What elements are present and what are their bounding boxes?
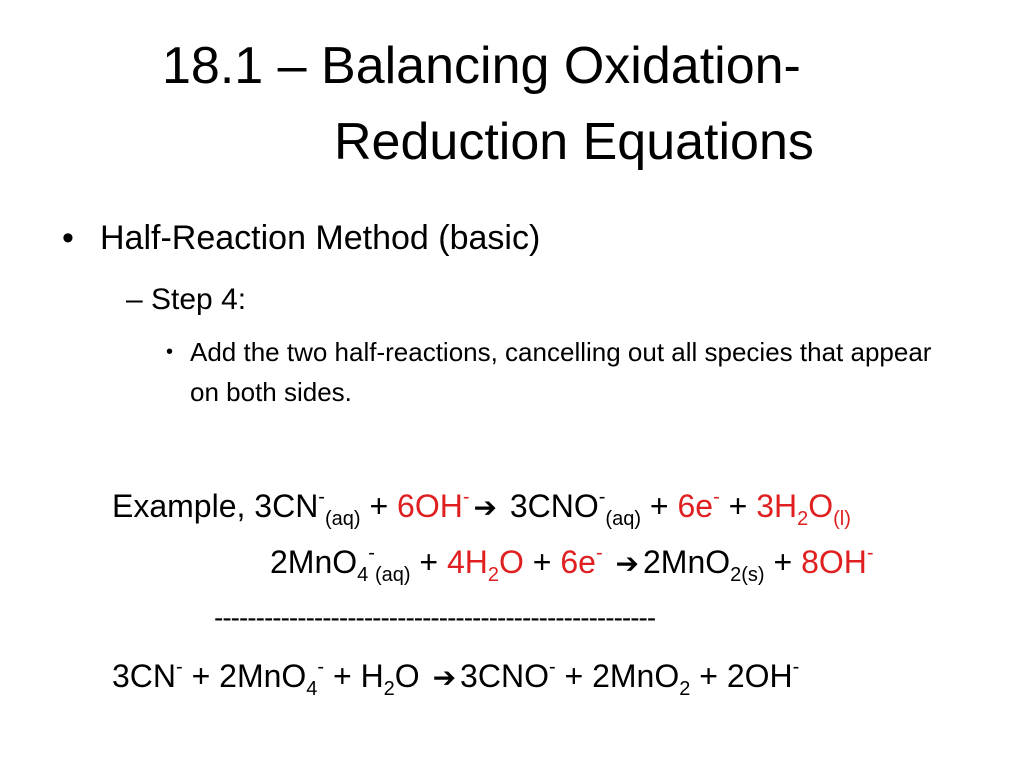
eq-text: 2MnO [270, 544, 358, 580]
eq-charge: - [368, 542, 375, 564]
eq-state: (aq) [605, 508, 641, 530]
eq-charge: - [595, 542, 603, 564]
eq-text: 3CNO [509, 488, 599, 524]
slide-title: 18.1 – Balancing Oxidation- Reduction Eq… [162, 28, 922, 180]
eq-text: 6OH [397, 488, 463, 524]
equation-divider: ----------------------------------------… [214, 602, 656, 633]
title-line-2: Reduction Equations [334, 113, 814, 171]
eq-text: 2OH [726, 658, 793, 694]
eq-subscript: 2 [797, 508, 809, 530]
eq-text: 8OH [801, 544, 867, 580]
eq-state: (aq) [324, 508, 361, 530]
eq-charge: - [713, 486, 720, 508]
eq-text: 6e [560, 544, 596, 580]
eq-highlight: 6e- [677, 486, 720, 524]
eq-plus: + [191, 658, 211, 694]
eq-charge: - [866, 542, 874, 564]
eq-highlight: 6e- [560, 542, 603, 580]
eq-text: O [808, 488, 834, 524]
eq-highlight: 4H2O [446, 544, 524, 585]
arrow-icon: ➔ [615, 548, 639, 579]
equation-net: 3CN- + 2MnO4- + H2O ➔ 3CNO- + 2MnO2 + 2OH… [112, 652, 799, 702]
equation-reduction-half: 2MnO4-(aq) + 4H2O + 6e- ➔ 2MnO2(s) + 8OH- [270, 538, 874, 588]
eq-plus: + [419, 544, 439, 580]
eq-plus: + [728, 488, 748, 524]
eq-highlight: 6OH- [397, 486, 470, 524]
eq-charge: - [598, 486, 606, 508]
eq-plus: + [699, 658, 718, 694]
eq-plus: + [532, 544, 552, 580]
eq-state: (l) [833, 508, 851, 530]
eq-charge: - [317, 656, 325, 678]
eq-text: 4H [446, 544, 488, 580]
title-line-1: 18.1 – Balancing Oxidation- [162, 37, 801, 95]
eq-text: Example, 3CN [112, 488, 319, 524]
eq-subscript: 2 [383, 678, 395, 700]
eq-text: H [360, 658, 384, 694]
eq-plus: + [564, 658, 584, 694]
eq-subscript: 4 [357, 564, 369, 586]
eq-plus: + [773, 544, 793, 580]
eq-charge: - [318, 486, 325, 508]
eq-text: 2MnO [592, 658, 680, 694]
eq-text: 3CN [112, 658, 177, 694]
bullet-marker: • [62, 219, 74, 257]
eq-plus: + [369, 488, 389, 524]
eq-text: 3H [756, 488, 798, 524]
sub-bullet-marker: • [166, 341, 174, 363]
eq-text: 3CNO [460, 658, 549, 694]
eq-text: O [499, 544, 524, 580]
eq-state: 2(s) [730, 564, 765, 586]
eq-text: 6e [677, 488, 714, 524]
equation-oxidation-half: Example, 3CN-(aq) + 6OH- ➔ 3CNO-(aq) + 6e… [112, 482, 851, 532]
sub-bullet-text: Add the two half-reactions, cancelling o… [190, 337, 932, 407]
eq-subscript: 2 [487, 564, 500, 586]
eq-charge: - [548, 656, 556, 678]
eq-highlight: 8OH- [801, 542, 874, 580]
eq-charge: - [176, 656, 183, 678]
eq-charge: - [462, 486, 470, 508]
step-label: – Step 4: [126, 283, 247, 316]
eq-text: O [394, 658, 420, 694]
arrow-icon: ➔ [473, 492, 497, 523]
bullet-text: Half-Reaction Method (basic) [100, 219, 541, 257]
eq-state: (aq) [374, 564, 411, 586]
eq-text: 2MnO [643, 544, 731, 580]
eq-plus: + [332, 658, 352, 694]
eq-charge: - [792, 656, 800, 678]
arrow-icon: ➔ [432, 662, 457, 693]
eq-subscript: 4 [306, 678, 318, 700]
bullet-level-2: – Step 4: [126, 278, 246, 322]
eq-text: 2MnO [219, 658, 307, 694]
eq-plus: + [649, 488, 669, 524]
eq-subscript: 2 [679, 678, 691, 700]
eq-highlight: 3H2O(l) [756, 488, 851, 529]
